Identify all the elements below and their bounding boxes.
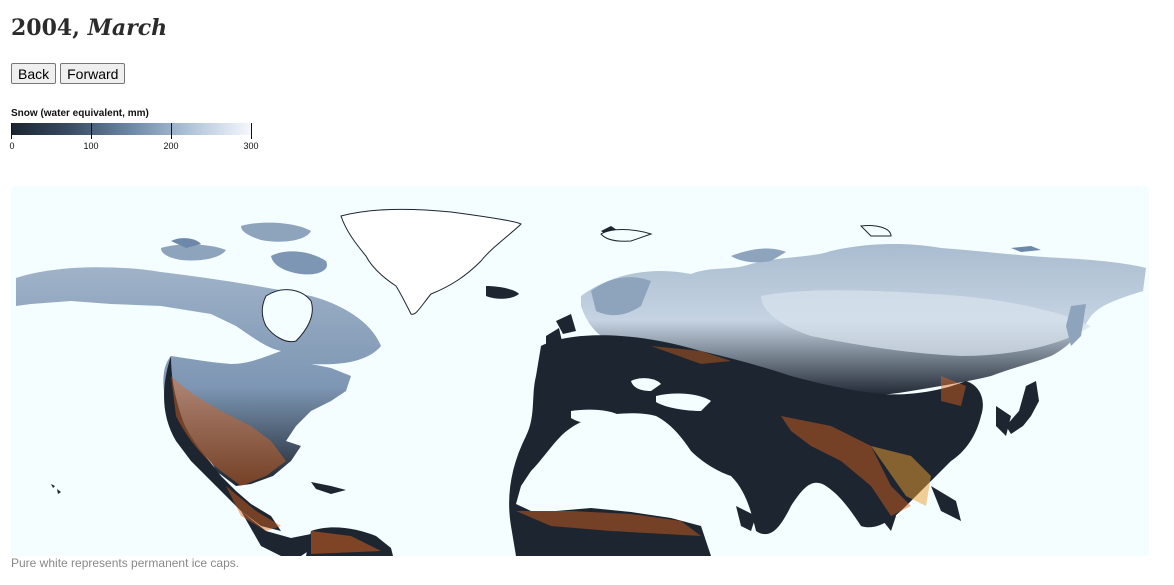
legend-tick-300: [251, 123, 252, 139]
japan: [1006, 381, 1039, 434]
snow-map: [11, 186, 1149, 556]
title-month: March: [87, 15, 168, 41]
title-year: 2004,: [11, 15, 80, 41]
back-button[interactable]: Back: [11, 63, 57, 84]
map-svg: [11, 186, 1149, 556]
north-america: [16, 222, 381, 556]
legend-label-300: 300: [243, 141, 259, 151]
legend-label-200: 200: [163, 141, 179, 151]
legend-tick-100: [91, 123, 92, 139]
fire-clusters: [171, 346, 966, 554]
legend-tick-200: [171, 123, 172, 139]
forward-button[interactable]: Forward: [60, 63, 126, 84]
map-caption: Pure white represents permanent ice caps…: [11, 556, 240, 570]
legend-title: Snow (water equivalent, mm): [11, 108, 149, 119]
europe-africa-asia: [509, 335, 1011, 556]
navigation-controls: Back Forward: [11, 63, 126, 84]
legend-color-ramp: [11, 123, 251, 135]
legend-label-0: 0: [9, 141, 15, 151]
uk-scandinavia: [546, 226, 651, 354]
legend-tick-0: [11, 123, 12, 139]
greenland: [340, 208, 522, 315]
page-title: 2004, March: [11, 12, 167, 44]
arctic-islands: [600, 225, 1086, 346]
snow-legend: Snow (water equivalent, mm) 0 100 200 30…: [9, 106, 271, 156]
legend-label-100: 100: [83, 141, 99, 151]
